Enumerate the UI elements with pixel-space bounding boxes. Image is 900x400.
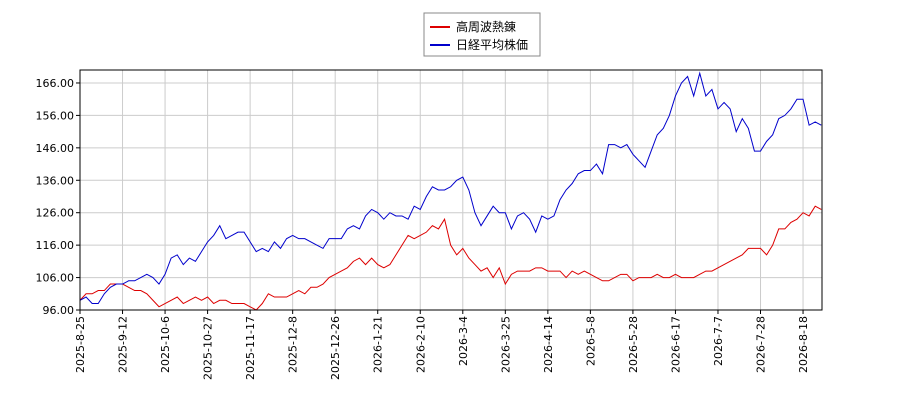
y-tick-label: 136.00 xyxy=(36,174,75,187)
legend-label: 日経平均株価 xyxy=(456,37,528,52)
x-tick-label: 2025-11-17 xyxy=(244,316,257,380)
lines xyxy=(79,71,822,311)
x-tick-label: 2026-1-21 xyxy=(372,316,385,373)
y-tick-label: 96.00 xyxy=(43,304,75,317)
x-tick-label: 2026-3-4 xyxy=(457,316,470,366)
legend-box xyxy=(423,12,541,57)
x-tick-label: 2026-7-7 xyxy=(712,316,725,366)
x-tick-label: 2026-4-14 xyxy=(542,316,555,373)
y-tick-label: 126.00 xyxy=(36,207,75,220)
y-tick-label: 156.00 xyxy=(36,109,75,122)
plot-frame xyxy=(79,69,823,311)
series-line xyxy=(79,71,822,305)
legend-label: 高周波熱錬 xyxy=(456,19,516,34)
x-tick-label: 2025-8-25 xyxy=(74,316,87,373)
x-tick-label: 2026-3-25 xyxy=(499,316,512,373)
x-tick-label: 2026-7-28 xyxy=(755,316,768,373)
x-tick-label: 2025-12-8 xyxy=(287,316,300,373)
x-tick-label: 2026-2-10 xyxy=(414,316,427,373)
x-tick-label: 2026-5-28 xyxy=(627,316,640,373)
grid xyxy=(79,70,822,311)
y-tick-label: 106.00 xyxy=(36,272,75,285)
x-tick-label: 2026-5-8 xyxy=(584,316,597,366)
y-tick-label: 146.00 xyxy=(36,142,75,155)
x-tick-label: 2026-6-17 xyxy=(669,316,682,373)
y-tick-label: 116.00 xyxy=(36,239,75,252)
y-tick-label: 166.00 xyxy=(36,77,75,90)
x-tick-label: 2025-12-26 xyxy=(329,316,342,380)
x-tick-label: 2025-9-12 xyxy=(117,316,130,373)
x-tick-label: 2025-10-27 xyxy=(202,316,215,380)
axes: 96.00 106.00 116.00 126.00 136.00 146.00 156.0… xyxy=(36,77,811,380)
x-tick-label: 2026-8-18 xyxy=(797,316,810,373)
x-tick-label: 2025-10-6 xyxy=(159,316,172,373)
series-line xyxy=(79,205,822,311)
